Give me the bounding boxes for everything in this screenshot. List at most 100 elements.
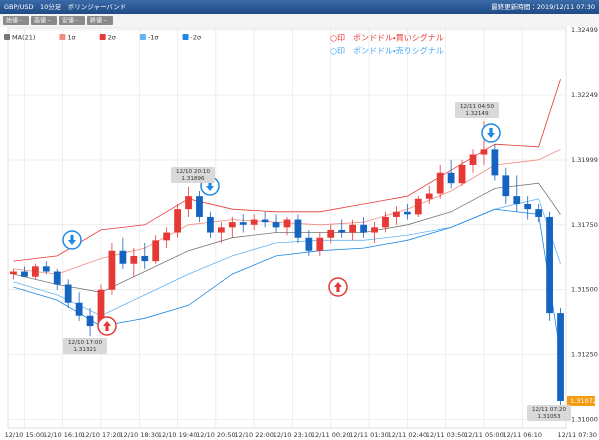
candle-body [414,198,422,215]
legend-label: 2σ [108,34,116,42]
x-tick-label: 12/10 20:50 [196,431,236,439]
dropdown[interactable] [87,16,113,25]
legend-swatch [99,34,106,40]
x-tick-label: 12/10 17:20 [81,431,121,439]
candle-body [75,302,83,316]
candle-body [217,227,225,233]
annotation-time: 12/11 07:20 [532,407,566,413]
dropdown[interactable] [3,16,29,25]
candle-body [283,219,291,228]
candle-body [228,222,236,228]
x-tick-label: 12/10 16:10 [43,431,83,439]
annotation-price: 1.31053 [537,414,561,420]
candle-body [382,216,389,228]
annotation-time: 12/10 20:10 [176,169,210,175]
candle-body [239,222,247,225]
legend-label: -1σ [148,34,159,42]
x-tick-label: 12/11 03:50 [426,431,466,439]
y-tick-label: 1.31000 [571,416,598,424]
controls: 始値 - 高値 - 安値 - 終値 - [3,16,113,25]
candle-body [196,196,203,217]
annotation-price: 1.31896 [181,176,205,182]
candle-body [64,284,72,303]
candle-body [174,209,181,233]
candle-body [316,237,324,251]
legend-swatch [4,34,10,40]
x-tick-label: 12/11 00:20 [311,431,351,439]
candle-body [436,172,444,194]
legend-label: 1σ [67,34,75,42]
candle-body [53,271,61,285]
candle-body [524,203,532,210]
toolbar [0,14,599,27]
y-tick-label: 1.31500 [571,286,598,294]
candle-body [546,216,553,314]
candle-body [250,219,258,225]
buy-signal [97,316,117,336]
annotation-time: 12/11 04:50 [460,104,494,110]
legend-swatch [182,34,189,40]
buy-signal [328,277,348,297]
header-bar [0,0,599,14]
candle-body [338,229,346,233]
x-tick-label: 12/10 19:40 [158,431,198,439]
x-tick-label: 12/11 06:10 [502,431,542,439]
y-tick-label: 1.31250 [571,351,598,359]
signal-legend: ○印 ポンドドル・買いシグナル [330,33,444,43]
dropdown[interactable] [59,16,85,25]
candle-body [86,315,94,327]
annotation-box [527,405,571,421]
candle-body [10,271,17,275]
candle-body [207,216,214,233]
candle-body [294,219,302,238]
x-tick-label: 12/10 15:00 [5,431,45,439]
candle-body [447,172,455,184]
y-tick-label: 1.32249 [571,91,598,99]
dropdown-label: 始値 - [6,16,22,24]
legend-label: MA(21) [12,34,35,42]
signal-icons [62,123,501,336]
candle-body [349,224,357,233]
candle-body [130,255,138,264]
candle-body [360,224,367,233]
y-tick-label: 1.31999 [571,156,598,164]
candle-body [393,211,400,217]
band-line [13,79,561,262]
signal-legend: ○印 ポンドドル・売りシグナル [330,46,444,56]
candle-body [491,149,499,176]
candle-body [480,149,488,155]
candle-body [513,196,521,204]
chart-title: GBP/USD 10分足 ボリンジャーバンド [4,2,126,11]
last-price-label: 1.31072 [570,397,597,405]
x-tick-label: 12/10 22:00 [234,431,274,439]
annotation-box [171,167,215,183]
candle-body [31,266,39,277]
dropdown-label: 終値 - [90,16,106,24]
x-tick-label: 12/11 01:30 [349,431,389,439]
candle-body [458,164,466,184]
candle-body [97,289,105,327]
legend-swatch [59,34,66,40]
y-tick-label: 1.32499 [571,26,598,34]
candle-body [108,250,116,290]
candle-body [185,196,192,210]
x-tick-label: 12/11 07:30 [557,431,597,439]
last-price-tag [567,395,595,406]
candle-body [305,237,313,251]
x-tick-label: 12/10 23:10 [273,431,313,439]
dropdown[interactable] [31,16,57,25]
annotation-box [455,102,499,118]
dropdown-label: 高値 - [34,16,50,24]
candle-body [163,232,171,241]
sell-signal [62,230,82,250]
legend-label: -2σ [191,34,202,42]
annotation-price: 1.32149 [465,111,489,117]
x-tick-label: 12/11 02:40 [388,431,428,439]
annotation-price: 1.31321 [73,347,97,353]
candle-body [327,229,335,238]
candle-body [21,271,28,277]
